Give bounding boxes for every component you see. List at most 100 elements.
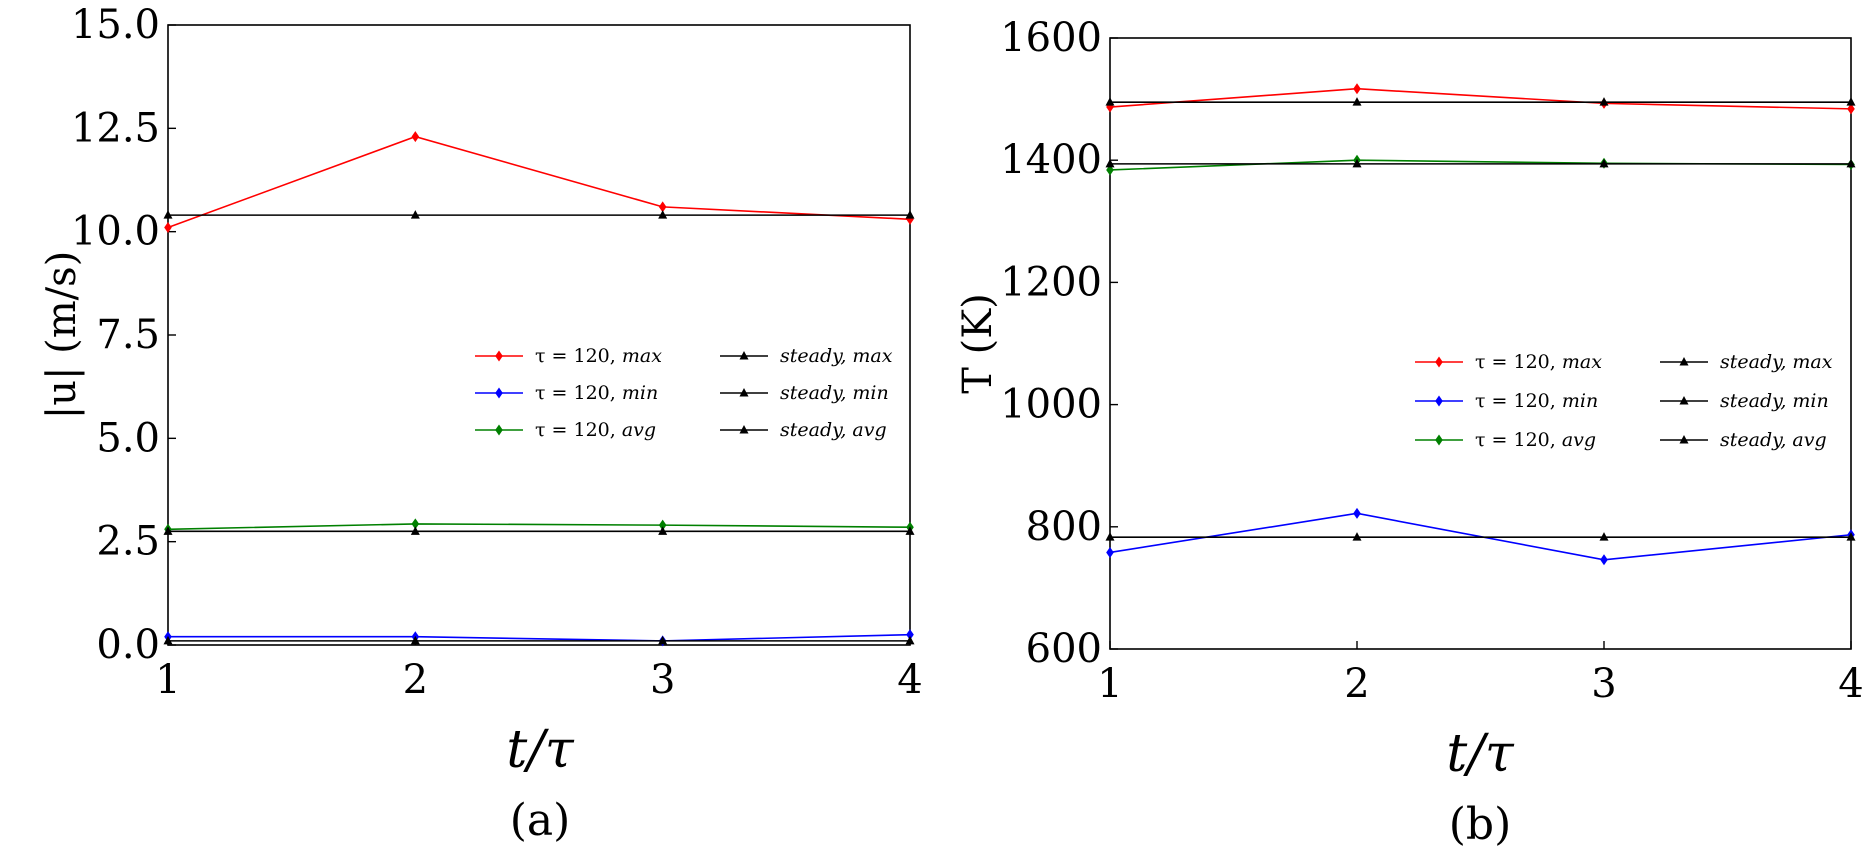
data-point — [658, 635, 668, 645]
data-point — [1105, 532, 1115, 541]
y-tick-label: 1600 — [1000, 15, 1102, 61]
legend-entry: τ = 120, min — [475, 382, 658, 404]
legend-marker — [739, 388, 749, 397]
y-axis-label: |u| (m/s) — [39, 251, 85, 420]
series-max-0 — [1106, 83, 1855, 115]
data-point — [1353, 507, 1361, 519]
data-point — [1599, 532, 1609, 541]
y-tick-label: 12.5 — [71, 105, 160, 151]
data-point — [1106, 546, 1114, 558]
plot-frame — [167, 24, 911, 646]
chart-panel-1: 0.0 2.5 5.0 7.5 10.0 12.5 15.0 1 2 3 4 |u| (m/s) t/τ… — [39, 2, 923, 846]
data-point — [1599, 97, 1609, 106]
data-point — [410, 210, 420, 219]
legend-marker — [1679, 357, 1689, 366]
legend-entry: τ = 120, max — [1415, 351, 1602, 373]
legend-marker — [495, 424, 503, 436]
y-tick-label: 600 — [1026, 626, 1102, 672]
series-max-0 — [164, 131, 914, 234]
series-steady-avg-5 — [163, 526, 915, 535]
series-line — [167, 135, 911, 229]
legend: τ = 120, max τ = 120, min τ = 120, avg stea… — [475, 345, 893, 441]
y-tick-label: 10.0 — [71, 209, 160, 255]
legend-marker — [495, 387, 503, 399]
data-point — [1353, 83, 1361, 95]
x-tick-label: 1 — [155, 657, 180, 703]
y-tick-label: 15.0 — [71, 2, 160, 48]
legend-entry: steady, min — [1660, 390, 1829, 412]
data-point — [658, 201, 667, 213]
x-tick-label: 2 — [403, 657, 428, 703]
data-point — [906, 213, 914, 225]
data-point — [905, 635, 915, 645]
series-line — [1109, 87, 1852, 110]
data-point — [658, 210, 668, 219]
x-tick-label: 3 — [650, 657, 675, 703]
y-tick-label: 2.5 — [96, 519, 160, 565]
data-point — [163, 635, 173, 645]
y-tick-label: 0.0 — [96, 622, 160, 668]
legend-label: steady, avg — [1720, 429, 1827, 451]
data-point — [410, 635, 420, 645]
data-point — [164, 222, 172, 234]
legend-entry: steady, min — [720, 382, 889, 404]
legend-label: steady, max — [1720, 351, 1833, 373]
legend-label: τ = 120, min — [1475, 390, 1598, 412]
series-line — [168, 633, 911, 642]
data-point — [905, 526, 915, 535]
data-point — [1599, 158, 1609, 168]
legend-entry: τ = 120, avg — [475, 419, 656, 441]
legend-marker — [1435, 395, 1443, 407]
data-point — [411, 518, 420, 530]
legend-marker — [1679, 396, 1689, 405]
data-point — [1846, 158, 1856, 168]
data-point — [1846, 97, 1856, 106]
data-point — [906, 629, 914, 641]
x-axis-label: t/τ — [1446, 724, 1514, 784]
legend-entry: τ = 120, max — [475, 345, 662, 367]
series-steady-max-3 — [1105, 97, 1856, 106]
legend-entry: steady, max — [720, 345, 893, 367]
x-tick-label: 2 — [1344, 661, 1369, 707]
x-tick-label: 3 — [1591, 661, 1616, 707]
series-line — [167, 523, 911, 531]
legend-marker — [495, 350, 503, 362]
data-point — [1105, 158, 1115, 168]
legend-entry: steady, max — [1660, 351, 1833, 373]
data-point — [1846, 532, 1856, 541]
legend-entry: τ = 120, min — [1415, 390, 1598, 412]
series-line — [1109, 159, 1852, 171]
x-axis-label: t/τ — [506, 720, 574, 780]
data-point — [1352, 532, 1362, 541]
series-avg-2 — [164, 518, 914, 535]
legend-label: steady, min — [780, 382, 889, 404]
y-tick-label: 1000 — [1000, 382, 1102, 428]
legend: τ = 120, max τ = 120, min τ = 120, avg stea… — [1415, 351, 1833, 451]
series-steady-max-3 — [163, 210, 915, 219]
legend-label: steady, avg — [780, 419, 887, 441]
x-tick-label: 4 — [897, 657, 922, 703]
data-point — [163, 210, 173, 219]
legend-label: τ = 120, avg — [1475, 429, 1596, 451]
legend-label: τ = 120, max — [1475, 351, 1602, 373]
legend-label: steady, min — [1720, 390, 1829, 412]
legend-entry: τ = 120, avg — [1415, 429, 1596, 451]
data-point — [1847, 103, 1855, 115]
legend-marker — [1679, 435, 1689, 444]
y-tick-label: 1400 — [1000, 137, 1102, 183]
data-point — [411, 131, 420, 143]
data-point — [658, 526, 668, 535]
legend-marker — [739, 425, 749, 434]
y-tick-label: 5.0 — [96, 415, 160, 461]
legend-label: τ = 120, max — [535, 345, 662, 367]
data-point — [1105, 97, 1115, 106]
legend-marker — [1435, 356, 1443, 368]
y-axis-label: T (K) — [955, 293, 1001, 394]
panel-caption: (a) — [510, 795, 571, 846]
plot-frame — [1109, 37, 1852, 650]
x-tick-label: 4 — [1838, 661, 1863, 707]
legend-entry: steady, avg — [720, 419, 887, 441]
y-tick-label: 1200 — [1000, 259, 1102, 305]
legend-label: steady, max — [780, 345, 893, 367]
